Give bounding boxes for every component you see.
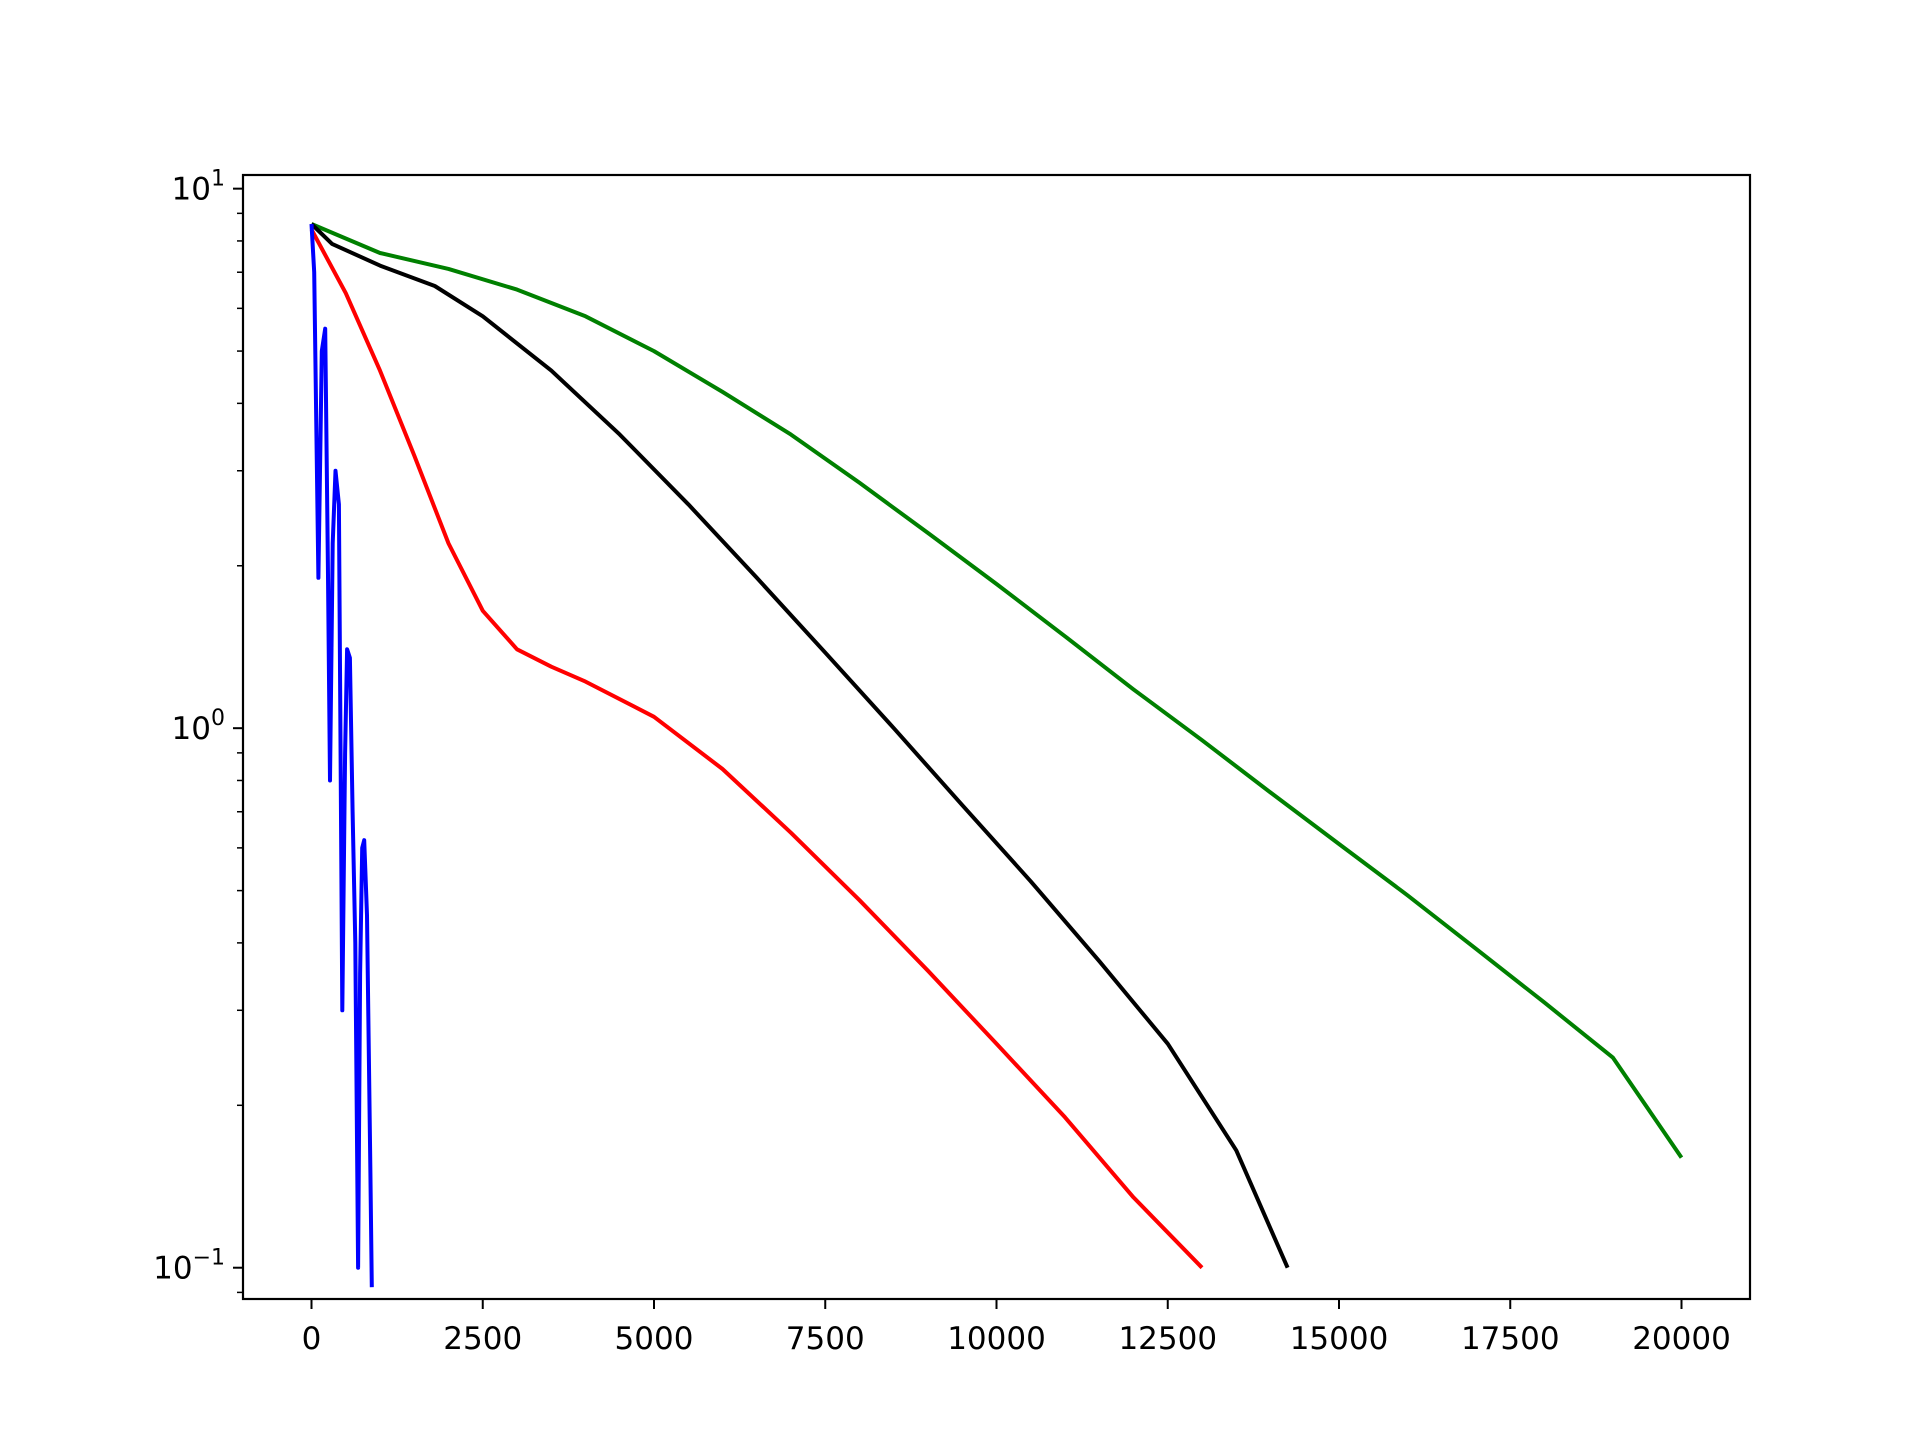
- series-line-2: [310, 222, 1290, 1269]
- x-tick-label: 10000: [947, 1321, 1046, 1357]
- series-line-4: [309, 223, 374, 1288]
- y-tick-label: 100: [172, 706, 225, 747]
- series-line-3: [309, 228, 1204, 1270]
- plot-frame: [241, 173, 1752, 1301]
- x-tick-label: 0: [302, 1321, 322, 1357]
- series-layer: [309, 222, 1684, 1288]
- x-axis: 0 2500 5000 7500 10000 12500 15000 17500 20000: [302, 1299, 1731, 1357]
- y-tick-base: 10: [172, 172, 211, 208]
- x-tick-label: 20000: [1632, 1321, 1731, 1357]
- x-tick-label: 12500: [1118, 1321, 1217, 1357]
- y-tick-label: 10−1: [153, 1246, 225, 1287]
- y-tick-exponent: −1: [193, 1246, 225, 1271]
- x-tick-label: 2500: [443, 1321, 522, 1357]
- y-tick-exponent: 1: [211, 167, 225, 192]
- y-tick-exponent: 0: [211, 706, 225, 731]
- plot-area: [243, 175, 1750, 1299]
- y-tick-label: 101: [172, 167, 225, 208]
- x-tick-label: 17500: [1461, 1321, 1560, 1357]
- x-tick-label: 5000: [615, 1321, 694, 1357]
- y-tick-base: 10: [153, 1251, 192, 1287]
- x-tick-label: 7500: [786, 1321, 865, 1357]
- y-tick-base: 10: [172, 711, 211, 747]
- x-tick-label: 15000: [1290, 1321, 1389, 1357]
- series-line-1: [310, 222, 1684, 1159]
